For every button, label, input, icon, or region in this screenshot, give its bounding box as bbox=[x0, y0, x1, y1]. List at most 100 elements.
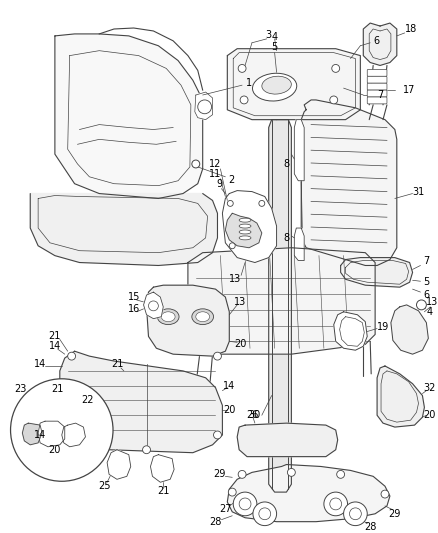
Text: 20: 20 bbox=[234, 340, 246, 349]
Circle shape bbox=[324, 492, 347, 516]
Text: 21: 21 bbox=[49, 332, 61, 342]
Polygon shape bbox=[363, 23, 397, 66]
Text: 22: 22 bbox=[81, 395, 94, 406]
Circle shape bbox=[192, 160, 200, 168]
Polygon shape bbox=[341, 257, 413, 287]
Polygon shape bbox=[60, 351, 223, 453]
Ellipse shape bbox=[239, 236, 251, 240]
Text: 14: 14 bbox=[34, 359, 46, 369]
Text: 7: 7 bbox=[423, 255, 430, 265]
Circle shape bbox=[238, 64, 246, 72]
Circle shape bbox=[330, 96, 338, 104]
Circle shape bbox=[350, 508, 361, 520]
Ellipse shape bbox=[161, 312, 175, 321]
Text: 17: 17 bbox=[403, 85, 416, 95]
Circle shape bbox=[417, 300, 426, 310]
Circle shape bbox=[143, 446, 151, 454]
Polygon shape bbox=[147, 285, 230, 356]
Circle shape bbox=[11, 379, 113, 481]
Polygon shape bbox=[38, 421, 65, 447]
Text: 18: 18 bbox=[404, 24, 417, 34]
Polygon shape bbox=[55, 34, 203, 198]
Circle shape bbox=[214, 352, 222, 360]
Polygon shape bbox=[30, 193, 218, 265]
Text: 7: 7 bbox=[377, 90, 383, 100]
Text: 13: 13 bbox=[234, 297, 246, 307]
Circle shape bbox=[337, 471, 345, 478]
Text: 4: 4 bbox=[272, 32, 278, 42]
Text: 2: 2 bbox=[228, 175, 234, 185]
Text: 5: 5 bbox=[272, 42, 278, 52]
Circle shape bbox=[148, 301, 159, 311]
Text: 21: 21 bbox=[157, 486, 170, 496]
Circle shape bbox=[240, 96, 248, 104]
Circle shape bbox=[230, 243, 235, 249]
Polygon shape bbox=[227, 49, 360, 119]
FancyBboxPatch shape bbox=[367, 76, 387, 83]
Polygon shape bbox=[22, 423, 42, 445]
Polygon shape bbox=[151, 455, 174, 482]
Text: 13: 13 bbox=[229, 274, 241, 284]
Text: 20: 20 bbox=[223, 405, 236, 415]
Polygon shape bbox=[334, 312, 367, 350]
Circle shape bbox=[381, 490, 389, 498]
FancyBboxPatch shape bbox=[367, 90, 387, 97]
Text: 6: 6 bbox=[373, 36, 379, 46]
Text: 28: 28 bbox=[364, 522, 376, 531]
Ellipse shape bbox=[262, 76, 291, 94]
Text: 8: 8 bbox=[283, 233, 290, 243]
Polygon shape bbox=[188, 248, 375, 354]
Circle shape bbox=[332, 64, 339, 72]
Text: 28: 28 bbox=[209, 516, 222, 527]
Ellipse shape bbox=[196, 312, 210, 321]
Circle shape bbox=[198, 100, 212, 114]
Text: 26: 26 bbox=[246, 410, 258, 420]
Ellipse shape bbox=[192, 309, 214, 325]
Circle shape bbox=[330, 498, 342, 510]
Ellipse shape bbox=[239, 218, 251, 222]
Text: 19: 19 bbox=[377, 321, 389, 332]
Text: 15: 15 bbox=[127, 292, 140, 302]
Polygon shape bbox=[144, 292, 163, 319]
Text: 27: 27 bbox=[219, 504, 232, 514]
Text: 6: 6 bbox=[423, 290, 429, 300]
Ellipse shape bbox=[157, 309, 179, 325]
FancyBboxPatch shape bbox=[367, 69, 387, 76]
Polygon shape bbox=[294, 119, 304, 181]
Text: 11: 11 bbox=[209, 169, 222, 179]
Circle shape bbox=[68, 352, 76, 360]
Text: 20: 20 bbox=[423, 410, 435, 420]
Polygon shape bbox=[294, 228, 304, 261]
Text: 4: 4 bbox=[426, 307, 432, 317]
Text: 20: 20 bbox=[49, 445, 61, 455]
Text: 29: 29 bbox=[213, 470, 226, 479]
Text: 14: 14 bbox=[223, 381, 235, 391]
Text: 21: 21 bbox=[111, 359, 123, 369]
Circle shape bbox=[233, 492, 257, 516]
Text: 23: 23 bbox=[14, 384, 27, 394]
Circle shape bbox=[343, 502, 367, 526]
Text: 25: 25 bbox=[98, 481, 110, 491]
Text: 14: 14 bbox=[34, 430, 46, 440]
Polygon shape bbox=[391, 305, 428, 354]
Polygon shape bbox=[237, 423, 338, 457]
Ellipse shape bbox=[239, 224, 251, 228]
Text: 3: 3 bbox=[265, 30, 272, 40]
Circle shape bbox=[259, 508, 271, 520]
Text: 8: 8 bbox=[283, 159, 290, 169]
Circle shape bbox=[287, 469, 295, 477]
Text: 13: 13 bbox=[426, 297, 438, 307]
Text: 29: 29 bbox=[389, 509, 401, 519]
Polygon shape bbox=[301, 100, 397, 265]
FancyBboxPatch shape bbox=[367, 83, 387, 90]
Text: 32: 32 bbox=[423, 383, 435, 393]
Polygon shape bbox=[377, 366, 424, 427]
Circle shape bbox=[239, 498, 251, 510]
Text: 1: 1 bbox=[246, 78, 252, 88]
Text: 12: 12 bbox=[209, 159, 222, 169]
Polygon shape bbox=[268, 119, 291, 492]
Circle shape bbox=[253, 502, 276, 526]
Polygon shape bbox=[227, 465, 390, 522]
Polygon shape bbox=[226, 213, 262, 248]
Text: 14: 14 bbox=[49, 341, 61, 351]
